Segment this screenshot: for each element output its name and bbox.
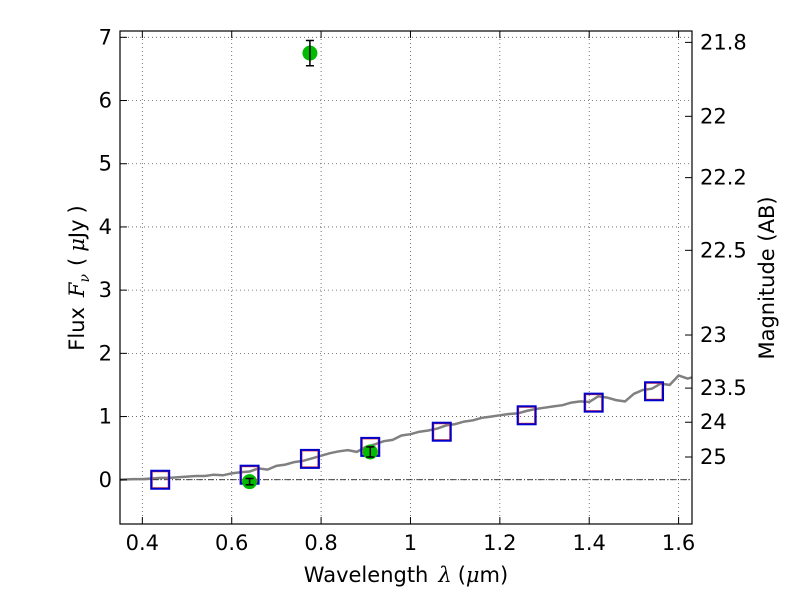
y-axis-label-unit-close: ) [65, 205, 89, 213]
y2-tick-label: 22.5 [700, 238, 747, 262]
y-axis-label-unit-mu: μ [65, 238, 89, 252]
y-tick-label: 7 [99, 25, 112, 49]
x-axis-label-text: Wavelength [304, 563, 429, 587]
plot-frame [119, 30, 693, 525]
x-tick-label: 0.6 [215, 531, 248, 555]
y-axis-label-text: Flux [65, 307, 89, 351]
x-axis-ticks: 0.4 0.6 0.8 1 1.2 1.4 1.6 [126, 31, 695, 555]
x-axis-label-unit-rest: m) [480, 563, 509, 587]
x-axis-label: Wavelength λ (μm) [304, 563, 508, 587]
x-axis-label-symbol: λ [437, 563, 451, 587]
model-box [644, 381, 665, 402]
observed-photometry-points [242, 39, 378, 490]
model-box [583, 392, 604, 413]
x-axis-label-unit-open: ( [458, 563, 466, 587]
y-tick-label: 0 [99, 468, 112, 492]
y-tick-label: 1 [99, 405, 112, 429]
x-tick-label: 1.2 [483, 531, 516, 555]
x-tick-label: 0.4 [126, 531, 159, 555]
y2-tick-label: 23 [700, 323, 727, 347]
y-tick-label: 3 [99, 278, 112, 302]
y2-axis-ticks: 21.8 22 22.2 22.5 23 23.5 24 25 [685, 30, 747, 469]
model-spectrum-line [119, 374, 693, 482]
y2-tick-label: 23.5 [700, 376, 747, 400]
x-tick-label: 1.4 [573, 531, 606, 555]
y-tick-label: 6 [99, 89, 112, 113]
y2-tick-label: 24 [700, 410, 727, 434]
x-tick-label: 1.6 [662, 531, 695, 555]
y-axis-label: Flux Fν ( μJy) [65, 205, 93, 350]
y-axis-label-unit-open: ( [65, 258, 89, 266]
x-axis-label-unit-mu: μ [466, 563, 480, 587]
x-tick-label: 1 [404, 531, 417, 555]
y2-tick-label: 22 [700, 104, 727, 128]
model-box [299, 448, 320, 469]
model-box [431, 421, 452, 442]
y-axis-label-symbol-sub: ν [77, 273, 93, 282]
grid [120, 31, 692, 524]
model-box [516, 405, 537, 426]
y-axis-ticks: 0 1 2 3 4 5 6 7 [99, 25, 127, 492]
y2-tick-label: 25 [700, 445, 727, 469]
y-tick-label: 2 [99, 341, 112, 365]
y-axis-label-symbol: F [65, 281, 89, 298]
model-box [150, 469, 171, 490]
y2-axis-label: Magnitude (AB) [755, 196, 779, 359]
y-tick-label: 4 [99, 215, 112, 239]
y-axis-label-unit-rest: Jy [65, 219, 89, 240]
y2-tick-label: 21.8 [700, 30, 747, 54]
x-tick-label: 0.8 [304, 531, 337, 555]
y-tick-label: 5 [99, 152, 112, 176]
y2-tick-label: 22.2 [700, 166, 747, 190]
